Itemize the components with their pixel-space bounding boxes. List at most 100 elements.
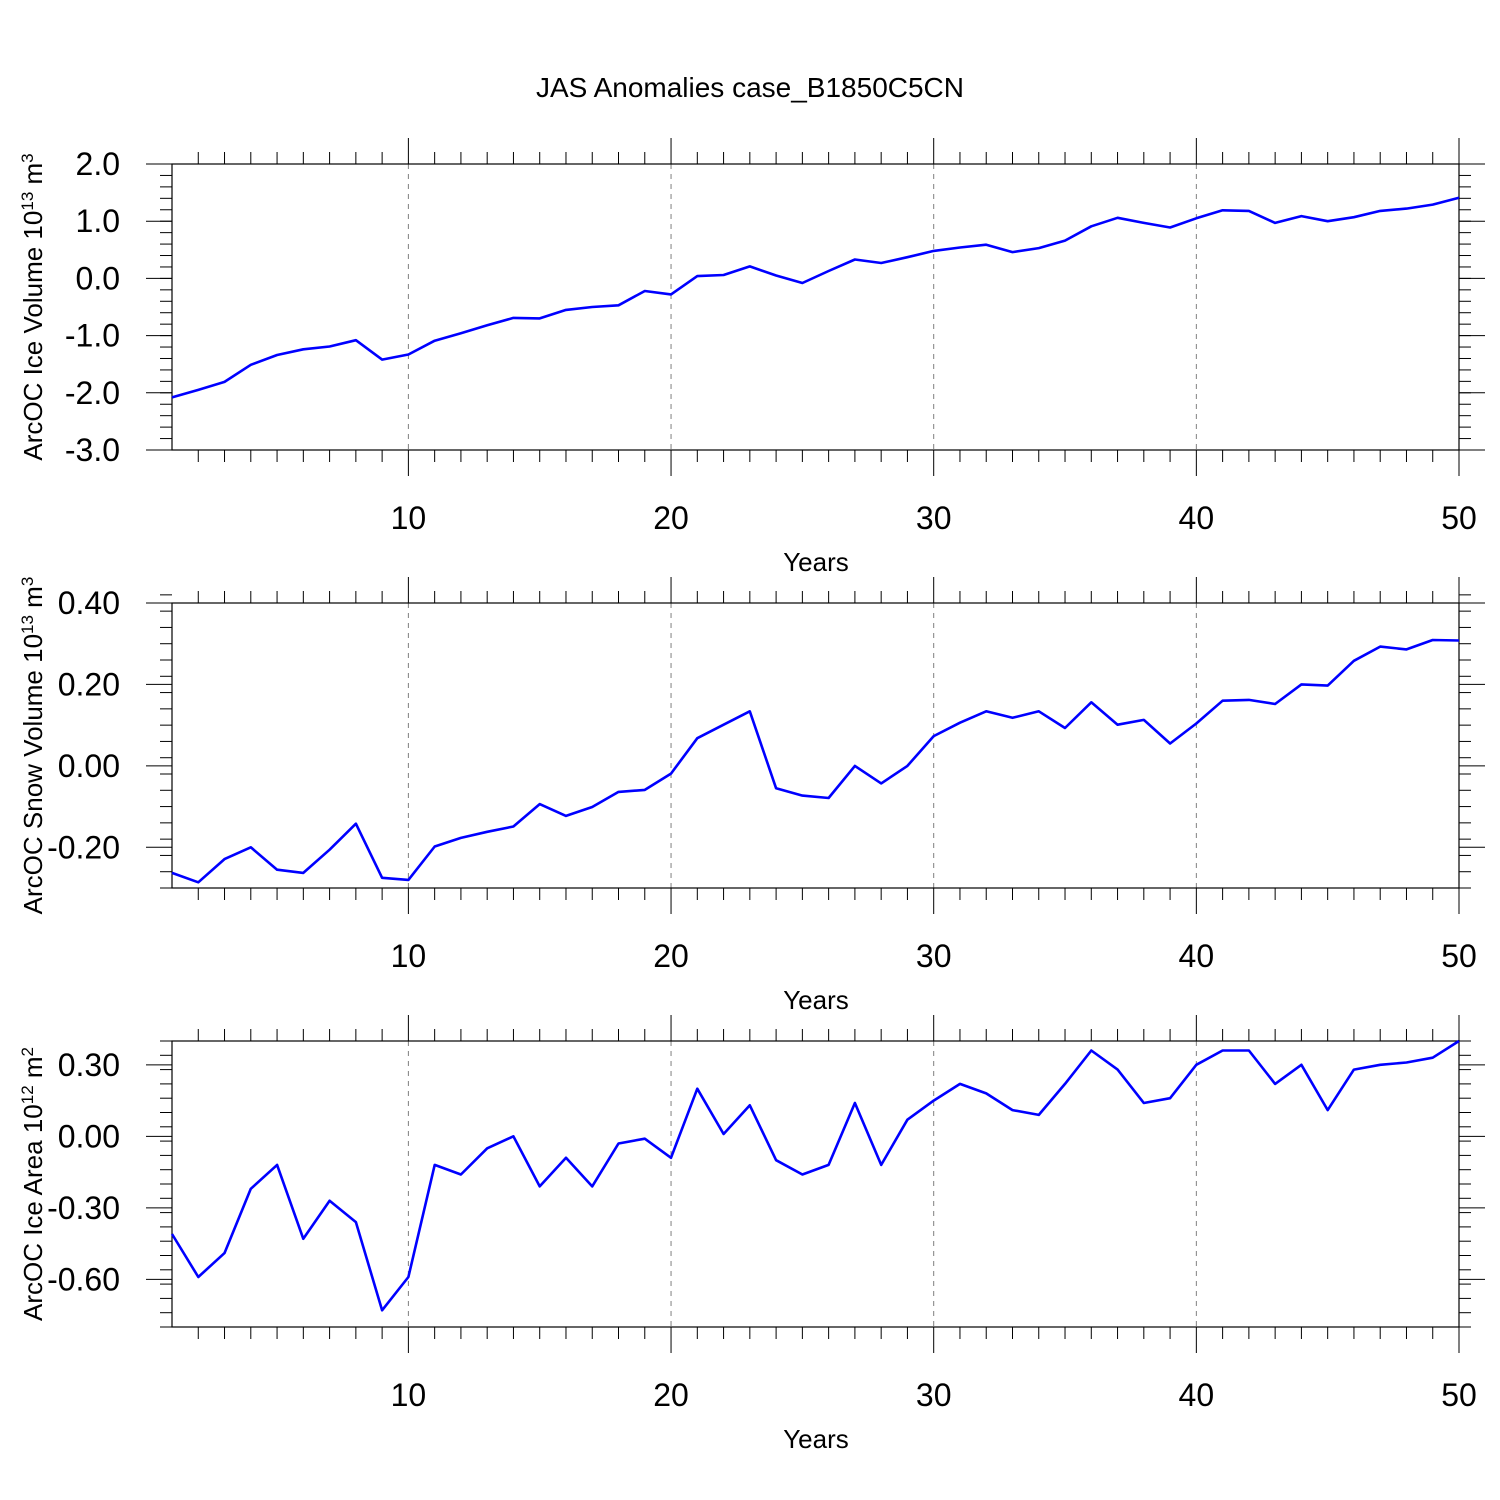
data-point: [1168, 1096, 1172, 1100]
x-tick-label: 10: [391, 938, 427, 974]
data-point: [538, 802, 542, 806]
data-point: [958, 1082, 962, 1086]
data-point: [932, 734, 936, 738]
data-point: [406, 352, 410, 356]
data-point: [1247, 1049, 1251, 1053]
data-point: [511, 316, 515, 320]
data-point: [932, 249, 936, 253]
data-point: [617, 1141, 621, 1145]
x-tick-label: 20: [653, 500, 689, 536]
data-point: [511, 1134, 515, 1138]
data-point: [1404, 207, 1408, 211]
data-point: [485, 830, 489, 834]
data-point: [827, 269, 831, 273]
data-point: [748, 1103, 752, 1107]
data-point: [1273, 1082, 1277, 1086]
data-point: [984, 243, 988, 247]
data-point: [905, 764, 909, 768]
data-point: [984, 1091, 988, 1095]
x-axis-label: Years: [783, 1424, 849, 1454]
x-tick-label: 40: [1179, 1377, 1215, 1413]
y-tick-label: 0.30: [58, 1047, 120, 1083]
data-point: [301, 347, 305, 351]
data-point: [669, 1156, 673, 1160]
y-tick-label: 0.00: [58, 748, 120, 784]
x-tick-label: 50: [1441, 1377, 1477, 1413]
data-point: [590, 805, 594, 809]
data-point: [1404, 1060, 1408, 1064]
data-point: [406, 1275, 410, 1279]
data-point: [328, 344, 332, 348]
data-point: [564, 1156, 568, 1160]
data-point: [249, 845, 253, 849]
data-point: [800, 1172, 804, 1176]
data-point: [328, 848, 332, 852]
data-point: [170, 1232, 174, 1236]
data-point: [1063, 726, 1067, 730]
data-point: [459, 1172, 463, 1176]
data-point: [695, 274, 699, 278]
data-point: [590, 1184, 594, 1188]
data-point: [1168, 741, 1172, 745]
data-point: [1378, 645, 1382, 649]
x-tick-label: 40: [1179, 500, 1215, 536]
data-point: [1142, 718, 1146, 722]
data-point: [223, 857, 227, 861]
data-point: [1299, 682, 1303, 686]
data-point: [564, 814, 568, 818]
data-point: [695, 1087, 699, 1091]
data-point: [748, 709, 752, 713]
data-point: [1221, 208, 1225, 212]
data-point: [196, 1275, 200, 1279]
data-point: [380, 1308, 384, 1312]
data-point: [643, 289, 647, 293]
data-point: [459, 331, 463, 335]
data-point: [1457, 638, 1461, 642]
data-point: [643, 788, 647, 792]
data-point: [1116, 723, 1120, 727]
data-point: [1221, 1049, 1225, 1053]
data-point: [1299, 214, 1303, 218]
data-point: [380, 358, 384, 362]
data-point: [1326, 1108, 1330, 1112]
data-point: [1089, 700, 1093, 704]
data-point: [538, 1184, 542, 1188]
data-point: [958, 721, 962, 725]
data-point: [354, 338, 358, 342]
panel-1: 10 20 30 40 50 2.0 1.0 0.0 -1.0 -2.0 -3.0 Years ArcO…: [18, 138, 1485, 577]
y-tick-label: 0.20: [58, 666, 120, 702]
x-tick-label: 50: [1441, 500, 1477, 536]
data-point: [1116, 216, 1120, 220]
data-point: [433, 1163, 437, 1167]
data-point: [748, 264, 752, 268]
data-point: [800, 281, 804, 285]
data-point: [800, 794, 804, 798]
data-point: [1457, 1039, 1461, 1043]
y-tick-label: -0.30: [47, 1190, 120, 1226]
data-point: [1089, 224, 1093, 228]
data-point: [511, 825, 515, 829]
x-axis-label: Years: [783, 985, 849, 1015]
data-point: [774, 786, 778, 790]
data-point: [249, 363, 253, 367]
data-point: [433, 844, 437, 848]
data-point: [958, 246, 962, 250]
data-point: [564, 308, 568, 312]
data-point: [590, 305, 594, 309]
y-tick-label: 0.0: [76, 260, 120, 296]
data-point: [879, 781, 883, 785]
plot-frame: [171, 1040, 1460, 1328]
data-point: [275, 353, 279, 357]
data-point: [1063, 239, 1067, 243]
data-point: [932, 1099, 936, 1103]
data-point: [1378, 209, 1382, 213]
y-tick-label: -0.60: [47, 1261, 120, 1297]
data-point: [1063, 1082, 1067, 1086]
data-point: [905, 1118, 909, 1122]
x-tick-label: 50: [1441, 938, 1477, 974]
data-point: [1326, 219, 1330, 223]
x-tick-label: 30: [916, 500, 952, 536]
data-point: [1273, 221, 1277, 225]
data-point: [459, 836, 463, 840]
